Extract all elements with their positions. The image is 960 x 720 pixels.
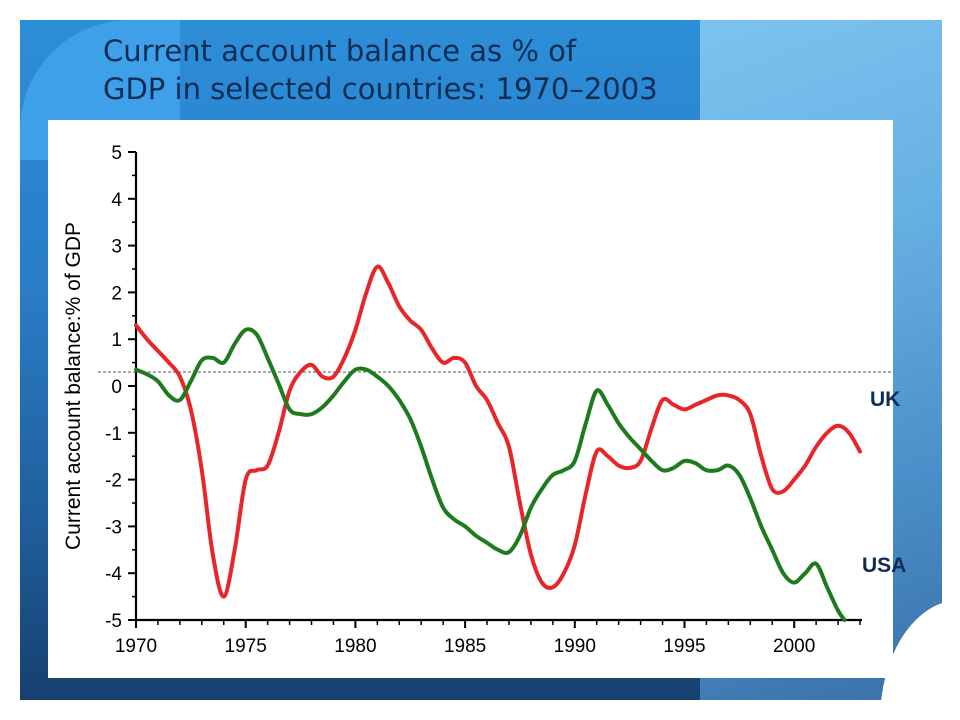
y-tick-label: -3: [105, 517, 122, 538]
y-tick-label: 0: [111, 377, 122, 398]
slide-title-line2: GDP in selected countries: 1970–2003: [103, 72, 658, 106]
chart-series-lines: [134, 264, 862, 622]
y-tick-label: 1: [111, 330, 122, 351]
series-line-usa: [134, 327, 847, 622]
y-tick-label: 4: [111, 190, 122, 211]
y-tick-label: -2: [105, 471, 122, 492]
series-line-uk: [134, 264, 862, 599]
y-tick-label: -5: [105, 611, 122, 632]
x-tick-label: 1990: [554, 636, 596, 657]
chart-ticks: 5 4 3 2 1 0 -1 -2 -3 -4 -5 1970 1975 1980 1985 1990 1995…: [105, 143, 861, 657]
x-tick-label: 1975: [225, 636, 267, 657]
y-tick-label: 3: [111, 237, 122, 258]
x-tick-label: 1980: [334, 636, 376, 657]
series-tag-usa: USA: [862, 554, 907, 577]
x-tick-label: 2000: [773, 636, 815, 657]
chart-container: 5 4 3 2 1 0 -1 -2 -3 -4 -5 1970 1975 1980 1985 1990 1995…: [48, 120, 893, 678]
line-chart: 5 4 3 2 1 0 -1 -2 -3 -4 -5 1970 1975 1980 1985 1990 1995…: [62, 143, 893, 657]
x-tick-label: 1970: [115, 636, 157, 657]
y-tick-label: -1: [105, 424, 122, 445]
y-tick-label: -4: [105, 564, 122, 585]
slide-title-line1: Current account balance as % of: [103, 34, 577, 68]
y-tick-label: 2: [111, 283, 122, 304]
x-tick-label: 1985: [444, 636, 486, 657]
x-tick-label: 1995: [663, 636, 705, 657]
y-tick-label: 5: [111, 143, 122, 164]
slide-title: Current account balance as % of GDP in s…: [103, 32, 883, 108]
series-tag-uk: UK: [870, 388, 901, 411]
y-axis-label: Current account balance:% of GDP: [62, 222, 85, 550]
